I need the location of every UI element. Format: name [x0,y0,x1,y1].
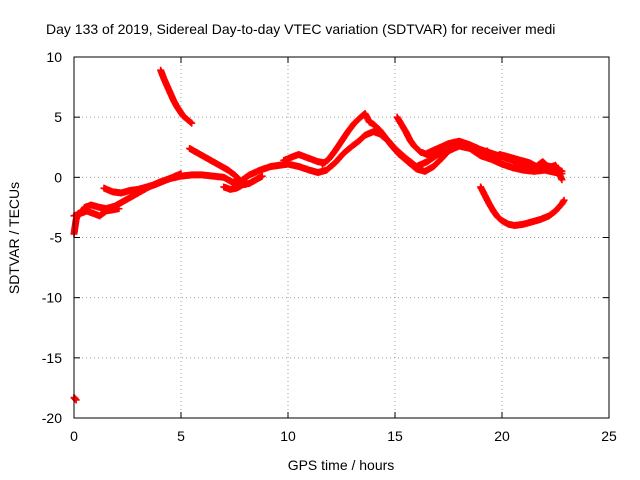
y-tick-label: -10 [42,290,62,306]
series-markers [280,150,328,167]
y-tick-label: -5 [50,230,63,246]
series-mid-trace-10-12 [280,150,328,167]
data-points [70,66,568,404]
y-tick-label: 5 [54,109,62,125]
series-steep-segment-4 [157,66,196,127]
series-markers [477,183,568,229]
series-cluster-7-9 [220,172,266,193]
series-descending-5.5-8 [186,144,249,189]
series-markers [483,147,566,184]
y-tick-label: 0 [54,169,62,185]
grid [74,57,609,418]
series-lower-dip-19-23 [477,183,568,229]
y-tick-label: -15 [42,350,62,366]
series-markers [220,172,266,193]
x-tick-label: 10 [280,428,296,444]
x-tick-label: 15 [387,428,403,444]
x-tick-label: 5 [177,428,185,444]
series-upper-trace-12-15 [318,110,455,175]
y-axis-label: SDTVAR / TECUs [6,182,22,294]
series-markers [186,144,249,189]
axis-ticks: 0 5 10 15 20 25 -20 -15 -10 -5 0 5 10 [42,49,617,444]
y-tick-label: 10 [46,49,62,65]
series-markers [157,66,196,127]
y-tick-label: -20 [42,410,62,426]
series-markers [100,170,185,197]
x-axis-label: GPS time / hours [288,457,395,473]
x-tick-label: 25 [601,428,617,444]
series-markers [318,110,455,175]
chart-title: Day 133 of 2019, Sidereal Day-to-day VTE… [46,21,555,37]
series-isolated-point-1 [70,394,80,404]
x-tick-label: 20 [494,428,510,444]
series-markers [70,128,566,238]
series-main-trace-1 [70,128,566,238]
series-branch-1.4-4 [100,170,185,197]
series-markers [70,394,80,404]
x-tick-label: 0 [70,428,78,444]
series-scatter-19-22 [483,147,566,184]
